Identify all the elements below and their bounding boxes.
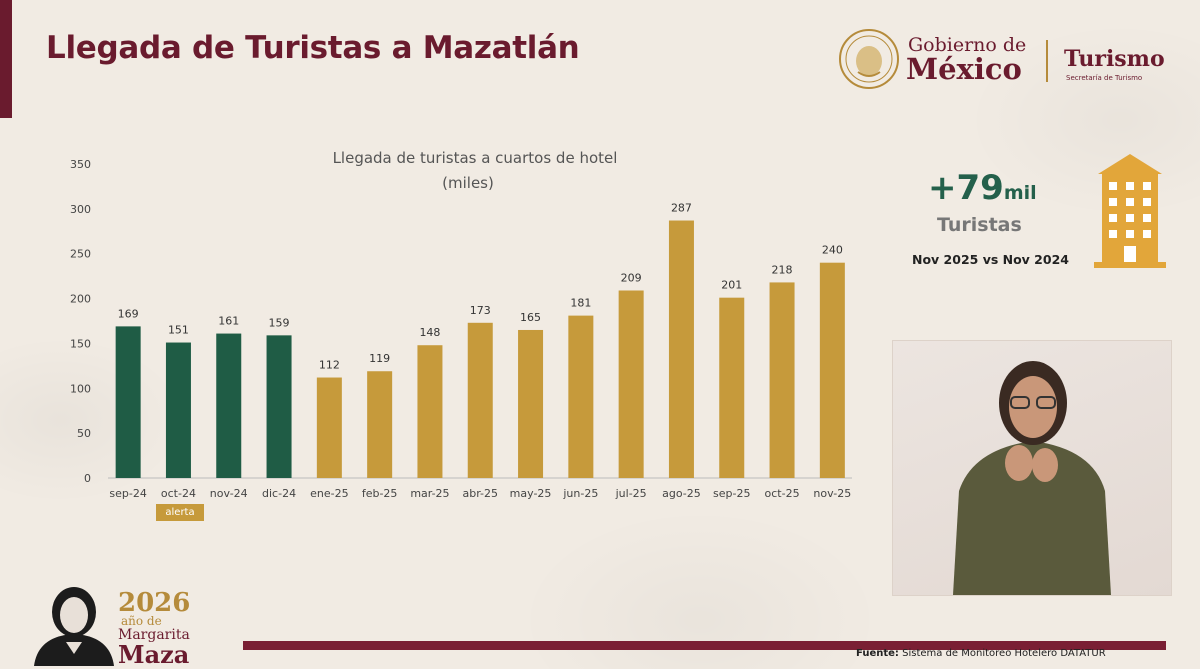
bar-value-label: 181 [570, 297, 591, 310]
bar-value-label: 287 [671, 202, 692, 215]
sign-language-video [892, 340, 1172, 596]
year-name-first: Margarita [118, 627, 190, 643]
source-note: Fuente: Sistema de Monitoreo Hotelero DA… [856, 648, 1106, 659]
year-number: 2026 [118, 588, 191, 618]
bar-value-label: 173 [470, 304, 491, 317]
y-tick-label: 300 [70, 203, 91, 216]
bar-value-label: 201 [721, 279, 742, 292]
kpi-label: Turistas [937, 214, 1022, 236]
bar-value-label: 240 [822, 244, 843, 257]
x-tick-label: jul-25 [615, 487, 647, 500]
year-subtitle: año de [121, 614, 162, 628]
kpi-value: +79mil [928, 168, 1037, 208]
x-tick-label: mar-25 [410, 487, 449, 500]
bar-sep-25 [719, 297, 745, 478]
x-tick-label: oct-24 [161, 487, 196, 500]
title-accent-bar [0, 0, 12, 118]
bar-dic-24 [266, 335, 292, 478]
bar-value-label: 148 [419, 326, 440, 339]
x-tick-label: oct-25 [765, 487, 800, 500]
x-tick-label: ene-25 [310, 487, 348, 500]
y-tick-label: 250 [70, 248, 91, 261]
bar-may-25 [518, 329, 544, 478]
bar-sep-24 [115, 326, 141, 478]
bar-jul-25 [618, 290, 644, 478]
building-icon [1094, 154, 1166, 268]
bar-oct-24 [165, 342, 191, 478]
footer-line [243, 641, 1166, 650]
kpi-compare: Nov 2025 vs Nov 2024 [912, 252, 1069, 267]
x-tick-label: nov-24 [210, 487, 248, 500]
bar-jun-25 [568, 315, 594, 478]
x-tick-label: sep-24 [109, 487, 146, 500]
chart-title: Llegada de turistas a cuartos de hotel [333, 149, 618, 167]
bar-nov-25 [819, 262, 845, 478]
margarita-maza-portrait-icon [34, 587, 114, 666]
bar-value-label: 209 [621, 271, 642, 284]
bar-value-label: 151 [168, 324, 189, 337]
year-name-last: Maza [118, 640, 190, 669]
bar-ene-25 [316, 377, 342, 478]
bar-value-label: 165 [520, 311, 541, 324]
x-tick-label: nov-25 [813, 487, 851, 500]
bar-value-label: 218 [772, 263, 793, 276]
bar-mar-25 [417, 345, 443, 478]
bar-nov-24 [216, 333, 242, 478]
bar-abr-25 [467, 322, 493, 478]
interpreter-figure [953, 361, 1111, 595]
bar-value-label: 161 [218, 315, 239, 328]
x-tick-label: abr-25 [462, 487, 498, 500]
bar-feb-25 [367, 371, 393, 478]
x-tick-label: dic-24 [262, 487, 296, 500]
chart-subtitle: (miles) [442, 174, 494, 192]
x-tick-label: may-25 [510, 487, 552, 500]
turismo-subtitle: Secretaría de Turismo [1066, 74, 1143, 82]
mexico-label: México [906, 52, 1022, 86]
turismo-logo-text: Turismo [1064, 46, 1165, 72]
kpi-unit: mil [1003, 182, 1037, 204]
page-title: Llegada de Turistas a Mazatlán [46, 30, 580, 66]
y-tick-label: 150 [70, 337, 91, 350]
bar-value-label: 169 [118, 307, 139, 320]
x-tick-label: jun-25 [562, 487, 598, 500]
bar-oct-25 [769, 282, 795, 478]
national-seal-icon [839, 29, 899, 89]
bar-value-label: 159 [269, 316, 290, 329]
bar-ago-25 [668, 220, 694, 478]
x-tick-label: ago-25 [662, 487, 701, 500]
y-tick-label: 200 [70, 293, 91, 306]
bar-value-label: 119 [369, 352, 390, 365]
y-tick-label: 350 [70, 158, 91, 171]
bar-value-label: 112 [319, 359, 340, 372]
logo-divider [1046, 40, 1048, 82]
alert-badge: alerta [156, 504, 204, 521]
y-tick-label: 0 [84, 472, 91, 485]
y-tick-label: 50 [77, 427, 91, 440]
gobierno-label: Gobierno de [908, 34, 1027, 56]
y-tick-label: 100 [70, 382, 91, 395]
x-tick-label: feb-25 [362, 487, 398, 500]
x-tick-label: sep-25 [713, 487, 750, 500]
